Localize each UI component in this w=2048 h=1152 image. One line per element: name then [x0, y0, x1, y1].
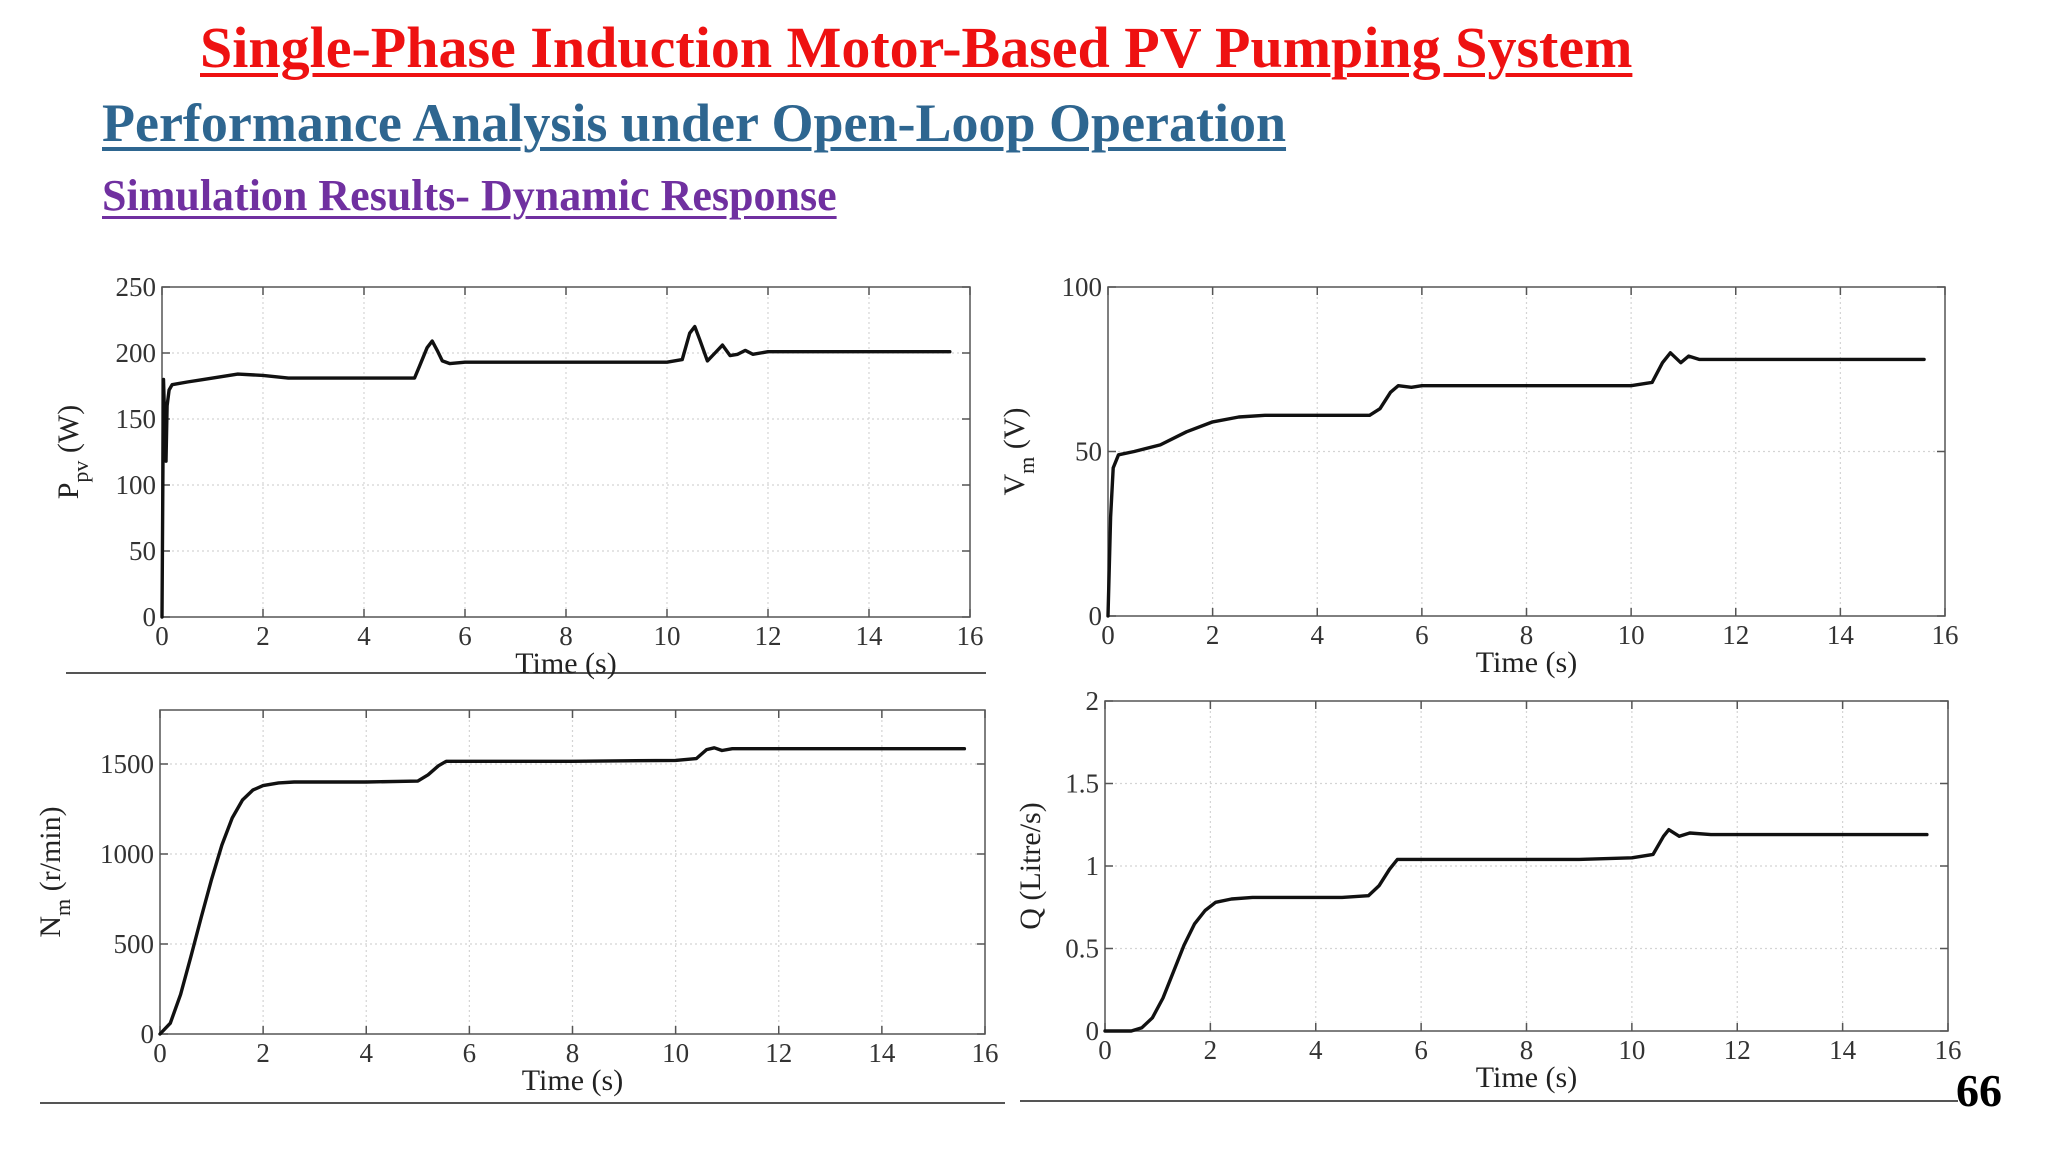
y-tick-label: 0 — [1089, 601, 1103, 631]
y-tick-label: 1500 — [100, 749, 154, 779]
x-tick-label: 16 — [957, 621, 984, 651]
x-tick-label: 10 — [1618, 620, 1645, 650]
divider-bottom-left — [40, 1102, 1005, 1104]
x-tick-label: 16 — [1932, 620, 1959, 650]
x-tick-label: 4 — [1311, 620, 1325, 650]
x-tick-label: 16 — [972, 1038, 999, 1068]
y-tick-label: 250 — [116, 272, 157, 302]
x-tick-label: 2 — [256, 1038, 270, 1068]
y-tick-label: 0 — [141, 1019, 155, 1049]
x-tick-label: 16 — [1935, 1035, 1962, 1065]
x-axis-label: Time (s) — [1476, 646, 1577, 679]
x-tick-label: 6 — [463, 1038, 477, 1068]
y-axis-label: Q (Litre/s) — [1014, 802, 1047, 929]
x-tick-label: 14 — [1827, 620, 1855, 650]
y-tick-label: 1.5 — [1065, 769, 1099, 799]
x-tick-label: 10 — [1618, 1035, 1645, 1065]
y-tick-label: 150 — [116, 404, 157, 434]
x-tick-label: 8 — [566, 1038, 580, 1068]
divider-bottom-right — [1020, 1100, 1958, 1102]
series-line-nm — [158, 746, 967, 1036]
y-axis-label: Ppv (W) — [52, 405, 93, 499]
divider-left — [66, 672, 986, 674]
y-tick-label: 0.5 — [1065, 934, 1099, 964]
y-tick-label: 100 — [116, 470, 157, 500]
y-tick-label: 100 — [1062, 272, 1103, 302]
x-tick-label: 12 — [755, 621, 782, 651]
series-line-ppv — [160, 324, 952, 619]
y-tick-label: 1 — [1086, 851, 1100, 881]
x-axis-label: Time (s) — [522, 1064, 623, 1097]
x-tick-label: 10 — [662, 1038, 689, 1068]
chart-vm: 0 2 4 6 8 10 12 14 16 0 50 100 Time (s) Vm (V) — [998, 272, 1959, 679]
x-tick-label: 6 — [458, 621, 472, 651]
chart-nm: 0 2 4 6 8 10 12 14 16 0 500 1000 1500 Time (s) Nm (r/m… — [34, 709, 999, 1097]
y-tick-label: 50 — [1075, 437, 1102, 467]
y-tick-label: 50 — [129, 536, 156, 566]
x-tick-label: 8 — [1520, 620, 1534, 650]
x-tick-label: 8 — [1520, 1035, 1534, 1065]
x-tick-label: 0 — [1101, 620, 1115, 650]
x-tick-label: 0 — [155, 621, 169, 651]
x-tick-label: 12 — [1724, 1035, 1751, 1065]
x-axis-label: Time (s) — [1476, 1061, 1577, 1094]
x-tick-label: 0 — [153, 1038, 167, 1068]
series-line-vm — [1106, 351, 1926, 618]
x-tick-label: 0 — [1098, 1035, 1112, 1065]
y-tick-label: 0 — [1086, 1016, 1100, 1046]
x-tick-label: 2 — [1204, 1035, 1218, 1065]
y-axis-label: Nm (r/min) — [34, 806, 75, 937]
x-axis-label: Time (s) — [515, 647, 616, 680]
x-tick-label: 10 — [654, 621, 681, 651]
slide-subtitle: Performance Analysis under Open-Loop Ope… — [102, 93, 1287, 153]
x-tick-label: 6 — [1414, 1035, 1428, 1065]
series-line-q — [1103, 828, 1929, 1033]
x-tick-label: 6 — [1415, 620, 1429, 650]
chart-ppv: 0 2 4 6 8 10 12 14 16 0 50 100 150 200 250 Time (s) Ppv … — [52, 272, 984, 680]
x-tick-label: 12 — [765, 1038, 792, 1068]
x-tick-label: 14 — [868, 1038, 896, 1068]
x-tick-label: 14 — [1829, 1035, 1857, 1065]
x-tick-label: 2 — [256, 621, 270, 651]
x-tick-label: 2 — [1206, 620, 1220, 650]
x-tick-label: 4 — [357, 621, 371, 651]
y-tick-label: 1000 — [100, 839, 154, 869]
y-tick-label: 2 — [1086, 686, 1100, 716]
x-tick-label: 4 — [1309, 1035, 1323, 1065]
y-tick-label: 500 — [114, 929, 155, 959]
x-tick-label: 4 — [360, 1038, 374, 1068]
slide-title: Single-Phase Induction Motor-Based PV Pu… — [200, 15, 1633, 80]
chart-q: 0 2 4 6 8 10 12 14 16 0 0.5 1 1.5 2 Time (s) Q (Litre/s… — [1014, 686, 1962, 1094]
y-axis-label: Vm (V) — [998, 408, 1039, 496]
page-number: 66 — [1956, 1065, 2002, 1116]
x-tick-label: 8 — [559, 621, 573, 651]
x-tick-label: 14 — [856, 621, 884, 651]
y-tick-label: 200 — [116, 338, 157, 368]
x-tick-label: 12 — [1722, 620, 1749, 650]
y-tick-label: 0 — [143, 602, 157, 632]
section-heading: Simulation Results- Dynamic Response — [102, 171, 837, 220]
